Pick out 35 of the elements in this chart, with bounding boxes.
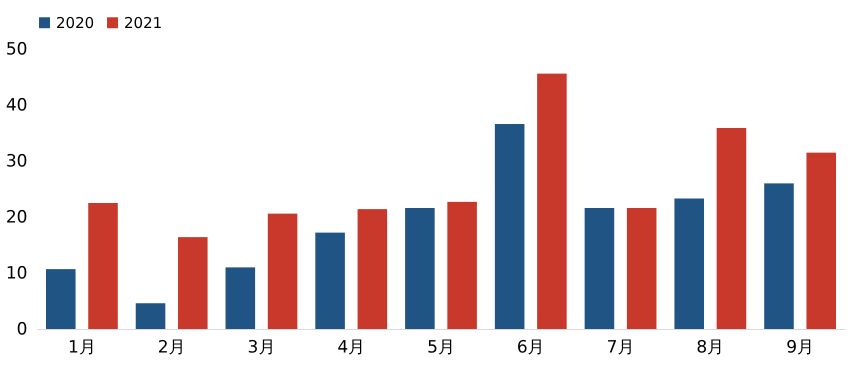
y-tick-label: 40 [6, 96, 28, 116]
bar [178, 237, 208, 329]
x-tick-label: 1月 [68, 338, 96, 358]
x-tick-label: 7月 [606, 338, 634, 358]
x-tick-label: 9月 [786, 338, 814, 358]
y-tick-label: 50 [6, 40, 28, 60]
bar [716, 128, 746, 329]
x-tick-label: 2月 [158, 338, 186, 358]
bar [674, 198, 704, 329]
bar [268, 214, 298, 329]
bar [136, 303, 166, 329]
legend-label: 2020 [56, 14, 94, 32]
bar [537, 74, 567, 329]
x-tick-label: 6月 [516, 338, 545, 358]
legend-label: 2021 [124, 14, 162, 32]
bar [226, 267, 256, 329]
x-tick-label: 8月 [696, 338, 724, 358]
bar [584, 208, 614, 329]
bar [88, 203, 118, 329]
y-tick-label: 0 [16, 320, 28, 340]
bar [494, 124, 524, 329]
bar [764, 183, 794, 329]
bar [626, 208, 656, 329]
y-tick-label: 10 [6, 264, 28, 284]
x-tick-label: 4月 [337, 338, 366, 358]
bar [315, 232, 345, 329]
bar [806, 152, 836, 329]
x-tick-label: 5月 [427, 338, 455, 358]
y-tick-label: 30 [6, 152, 28, 172]
y-tick-label: 20 [6, 208, 28, 228]
bar [358, 209, 388, 329]
bar [405, 208, 435, 329]
bar [447, 202, 477, 329]
x-tick-label: 3月 [248, 338, 276, 358]
bar [46, 269, 76, 329]
